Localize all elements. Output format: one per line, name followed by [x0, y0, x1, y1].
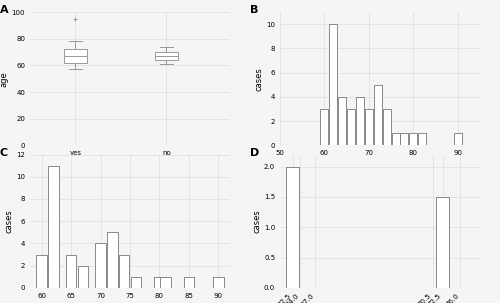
- Bar: [78, 266, 88, 288]
- Bar: [382, 109, 390, 145]
- Bar: [365, 109, 373, 145]
- Bar: [213, 277, 224, 288]
- Bar: [36, 255, 47, 288]
- Bar: [64, 49, 87, 63]
- Bar: [454, 133, 462, 145]
- Y-axis label: age: age: [0, 71, 9, 87]
- Y-axis label: cases: cases: [252, 209, 261, 233]
- X-axis label: age: age: [372, 162, 388, 171]
- Bar: [160, 277, 170, 288]
- Y-axis label: cases: cases: [254, 67, 264, 91]
- Text: C: C: [0, 148, 8, 158]
- Bar: [48, 166, 59, 288]
- Bar: [320, 109, 328, 145]
- Bar: [374, 85, 382, 145]
- Bar: [410, 133, 418, 145]
- Bar: [400, 133, 408, 145]
- Bar: [356, 97, 364, 145]
- Bar: [392, 133, 400, 145]
- Text: B: B: [250, 5, 258, 15]
- Bar: [330, 24, 338, 145]
- Bar: [338, 97, 346, 145]
- X-axis label: consolidation: consolidation: [102, 162, 158, 171]
- Bar: [436, 197, 449, 288]
- Bar: [107, 232, 118, 288]
- Bar: [347, 109, 355, 145]
- Bar: [286, 167, 299, 288]
- Bar: [130, 277, 141, 288]
- Y-axis label: cases: cases: [4, 209, 14, 233]
- Bar: [96, 243, 106, 288]
- Bar: [418, 133, 426, 145]
- Text: A: A: [0, 5, 8, 15]
- Text: D: D: [250, 148, 259, 158]
- Bar: [66, 255, 76, 288]
- Bar: [155, 52, 178, 60]
- Bar: [184, 277, 194, 288]
- Bar: [119, 255, 130, 288]
- Bar: [154, 277, 164, 288]
